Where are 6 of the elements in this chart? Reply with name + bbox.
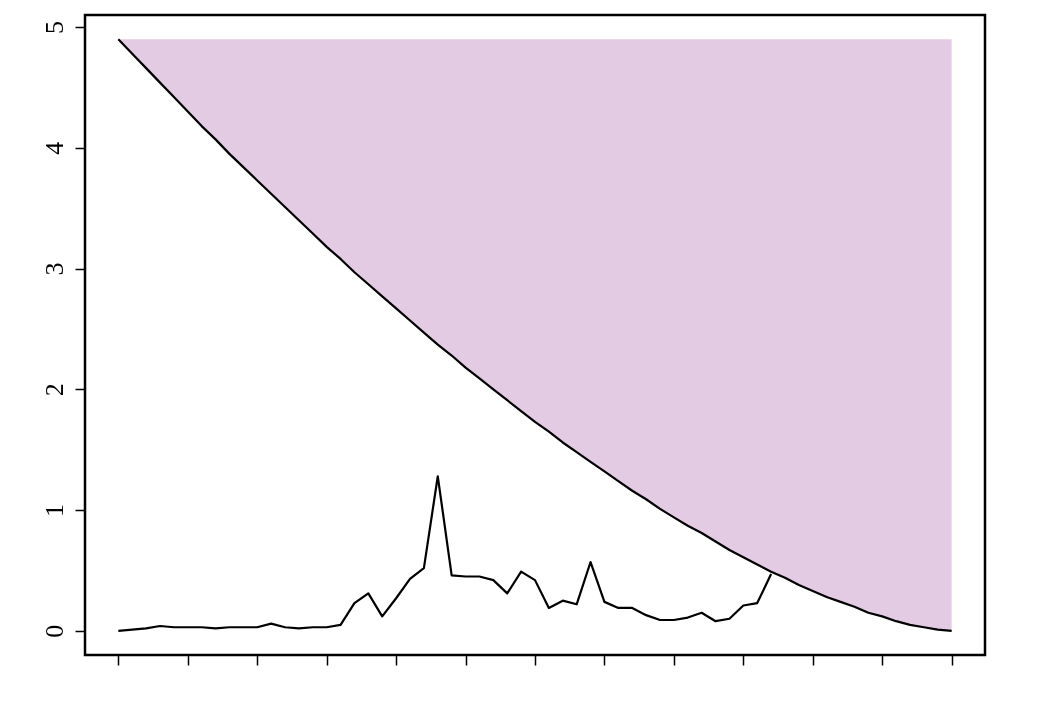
y-tick-label: 3	[39, 262, 69, 276]
y-tick-label: 1	[39, 504, 69, 518]
y-tick-label: 0	[39, 624, 69, 638]
y-tick-label: 2	[39, 383, 69, 397]
y-tick-label: 4	[39, 141, 69, 155]
y-tick-label: 5	[39, 21, 69, 35]
